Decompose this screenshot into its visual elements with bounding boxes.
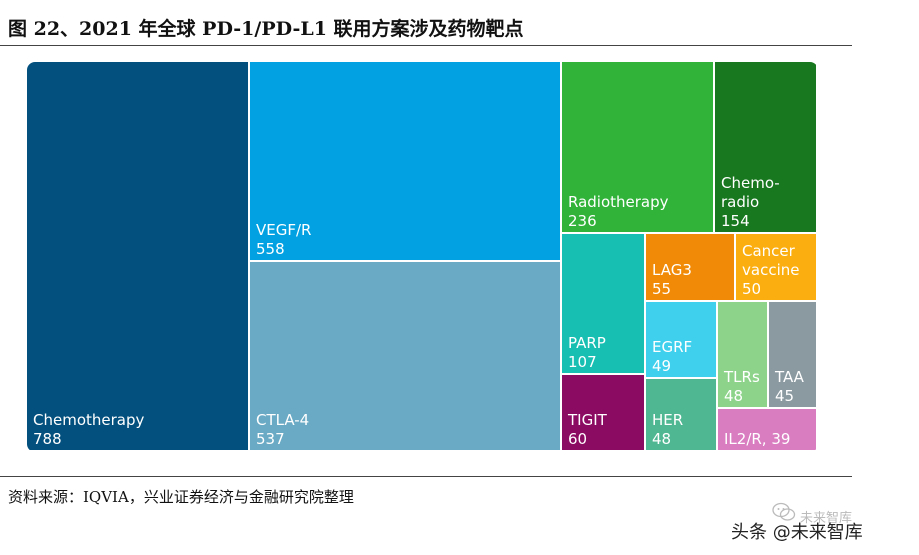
tile-label-cancer-vaccine: vaccine — [742, 261, 799, 279]
tile-rect-taa — [769, 302, 816, 407]
tile-value-radiotherapy: 236 — [568, 212, 597, 230]
tile-label-taa: TAA — [774, 368, 805, 386]
tile-label-il2-r: IL2/R, 39 — [724, 430, 790, 448]
tile-label-chemo-radio: Chemo- — [721, 174, 780, 192]
tile-value-her: 48 — [652, 430, 671, 448]
watermark-account: 未来智库 — [800, 511, 853, 526]
tile-label-her: HER — [652, 411, 683, 429]
tile-value-parp: 107 — [568, 353, 597, 371]
tile-label-parp: PARP — [568, 334, 606, 352]
tile-label-chemotherapy: Chemotherapy — [33, 411, 144, 429]
tile-rect-chemo-radio — [715, 62, 816, 232]
tile-rect-vegf-r — [250, 62, 560, 260]
wechat-icon — [772, 502, 796, 521]
tile-value-chemotherapy: 788 — [33, 430, 62, 448]
tile-value-lag3: 55 — [652, 280, 671, 298]
watermark-platform: 头条 @未来智库 — [731, 522, 863, 543]
tile-rect-cancer-vaccine — [736, 234, 816, 300]
tile-rect-parp — [562, 234, 644, 373]
tile-rect-tlrs — [718, 302, 767, 407]
tile-label-radiotherapy: Radiotherapy — [568, 193, 669, 211]
tile-rect-chemotherapy — [27, 62, 248, 450]
tile-il2-r: IL2/R, 39 — [718, 409, 816, 450]
tile-rect-il2-r — [718, 409, 816, 450]
tile-label-lag3: LAG3 — [652, 261, 692, 279]
tile-label-ctla-4: CTLA-4 — [256, 411, 309, 429]
tile-label-tigit: TIGIT — [567, 411, 608, 429]
tile-rect-her — [646, 379, 716, 450]
tile-value-tigit: 60 — [568, 430, 587, 448]
tile-label-egrf: EGRF — [652, 338, 692, 356]
tile-rect-radiotherapy — [562, 62, 713, 232]
tile-value-taa: 45 — [775, 387, 794, 405]
treemap-chart: Chemotherapy 788 VEGF/R 558 CTLA-4 537 Radioth… — [27, 62, 818, 452]
tile-label-tlrs: TLRs — [723, 368, 760, 386]
tile-value-egrf: 49 — [652, 357, 671, 375]
tile-rect-ctla-4 — [250, 262, 560, 450]
tile-value-tlrs: 48 — [724, 387, 743, 405]
tile-value-vegf-r: 558 — [256, 240, 285, 258]
bottom-divider — [0, 476, 852, 477]
tile-value-ctla-4: 537 — [256, 430, 285, 448]
top-divider — [0, 45, 852, 46]
tile-value-cancer-vaccine: 50 — [742, 280, 761, 298]
tile-label-chemo-radio: radio — [721, 193, 759, 211]
tile-label-cancer-vaccine: Cancer — [742, 242, 796, 260]
tile-label-vegf-r: VEGF/R — [256, 221, 311, 239]
tile-rect-lag3 — [646, 234, 734, 300]
figure-title: 图 22、2021 年全球 PD-1/PD-L1 联用方案涉及药物靶点 — [8, 18, 524, 40]
tile-rect-egrf — [646, 302, 716, 377]
tile-rect-tigit — [562, 375, 644, 450]
source-note: 资料来源：IQVIA，兴业证券经济与金融研究院整理 — [8, 488, 354, 506]
treemap-svg: Chemotherapy788VEGF/R558CTLA-4537Radioth… — [27, 62, 816, 450]
tile-value-chemo-radio: 154 — [721, 212, 750, 230]
